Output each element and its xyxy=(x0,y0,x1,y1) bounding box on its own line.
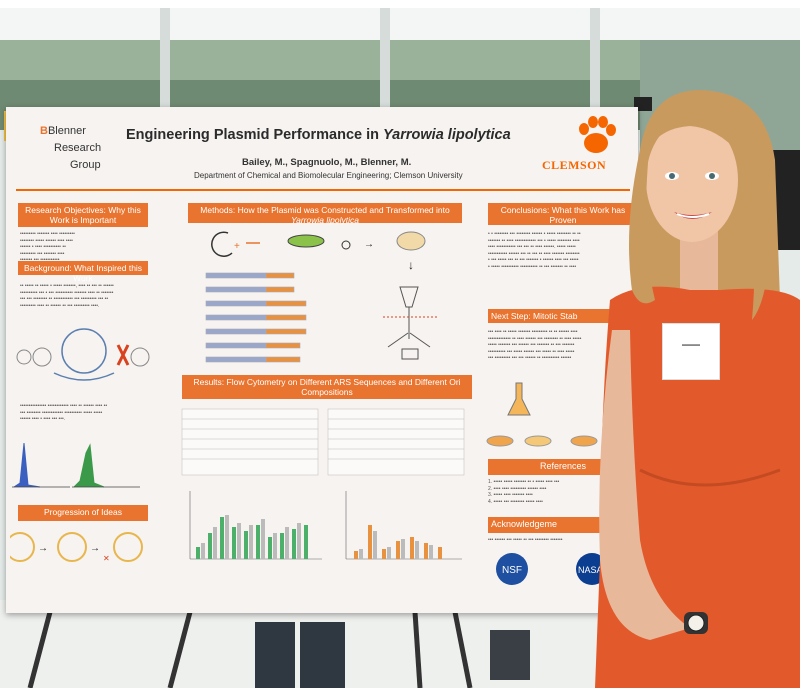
svg-text:+: + xyxy=(234,241,240,252)
background-header: Background: What Inspired this Work xyxy=(18,261,148,283)
conclusions-text: • • •••••••• ••• •••••••• •••••• • •••••… xyxy=(488,231,581,270)
poster-clip xyxy=(634,97,652,111)
next-step-header: Next Step: Mitotic Stab xyxy=(488,309,638,323)
results-header: Results: Flow Cytometry on Different ARS… xyxy=(182,375,472,399)
objectives-text: ••••••••• ••••••• •••• ••••••••• ••••••••… xyxy=(20,231,75,263)
references-text: 1. ••••• ••••• ••••••• •• • ••••• •••• •… xyxy=(488,479,560,505)
methods-header: Methods: How the Plasmid was Constructed… xyxy=(188,203,462,225)
poster-department: Department of Chemical and Biomolecular … xyxy=(194,171,463,180)
nsf-logo-icon: NSF xyxy=(496,553,528,585)
svg-text:→: → xyxy=(38,543,48,554)
conclusions-header: Conclusions: What this Work has Proven xyxy=(488,203,638,225)
blenner-group-logo: BBlenner Research Group xyxy=(40,125,102,171)
background-text: •• ••••• •• ••••• • ••••• •••••••, •••• … xyxy=(20,283,114,309)
transformation-diagram: + → xyxy=(211,231,426,257)
progression-header: Progression of Ideas xyxy=(18,505,148,521)
name-badge: ▬▬▬ xyxy=(662,323,720,380)
flow-cytometer-diagram: ↓ xyxy=(383,258,438,360)
extrachromosomal-text: ••••••••••••••• •••••••••••• •••• •• •••… xyxy=(20,403,108,422)
svg-text:✕: ✕ xyxy=(103,554,110,563)
clemson-logo: CLEMSON xyxy=(542,158,607,172)
flow-histograms xyxy=(10,423,150,493)
poster-title: Engineering Plasmid Performance in Yarro… xyxy=(126,127,511,143)
results-tables xyxy=(181,408,465,476)
paw-icon xyxy=(579,116,616,153)
acknowledgements-text: ••• •••••• ••• ••••• •• ••• •••••••• •••… xyxy=(488,537,563,543)
svg-text:↓: ↓ xyxy=(408,258,414,272)
bar-chart-ars xyxy=(189,491,322,560)
next-step-text: ••• •••• •• ••••• ••••••• ••••••••• •• •… xyxy=(488,329,582,361)
bar-chart-ori xyxy=(345,491,462,560)
progression-diagram: → → ✕ xyxy=(10,532,143,563)
title-divider xyxy=(16,189,630,191)
svg-text:→: → xyxy=(364,239,374,250)
construct-map xyxy=(205,272,307,363)
research-poster: BBlenner Research Group Engineering Plas… xyxy=(6,107,638,613)
stability-assay-diagram xyxy=(486,382,598,447)
svg-text:→: → xyxy=(90,543,100,554)
poster-authors: Bailey, M., Spagnuolo, M., Blenner, M. xyxy=(242,157,412,168)
research-objectives-header: Research Objectives: Why this Work is Im… xyxy=(18,203,148,227)
svg-text:NSF: NSF xyxy=(502,565,522,576)
svg-text:NASA: NASA xyxy=(578,565,603,575)
plasmid-diagram xyxy=(16,328,150,381)
